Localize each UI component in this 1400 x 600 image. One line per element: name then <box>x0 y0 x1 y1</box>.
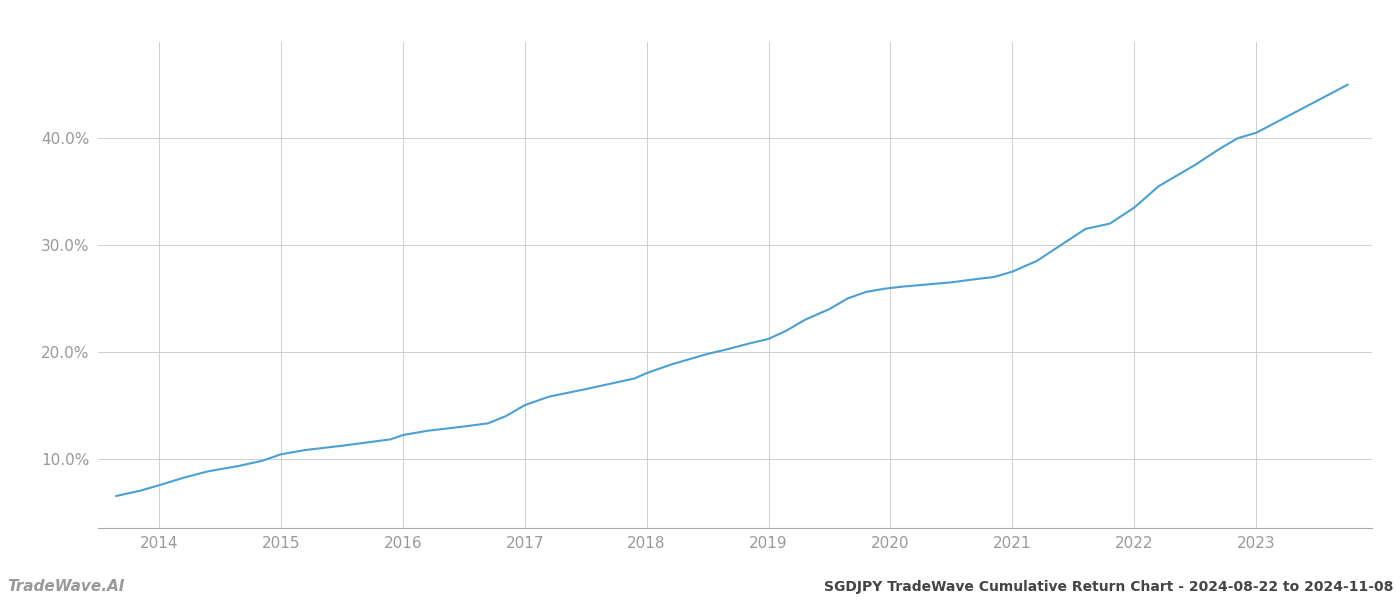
Text: TradeWave.AI: TradeWave.AI <box>7 579 125 594</box>
Text: SGDJPY TradeWave Cumulative Return Chart - 2024-08-22 to 2024-11-08: SGDJPY TradeWave Cumulative Return Chart… <box>823 580 1393 594</box>
